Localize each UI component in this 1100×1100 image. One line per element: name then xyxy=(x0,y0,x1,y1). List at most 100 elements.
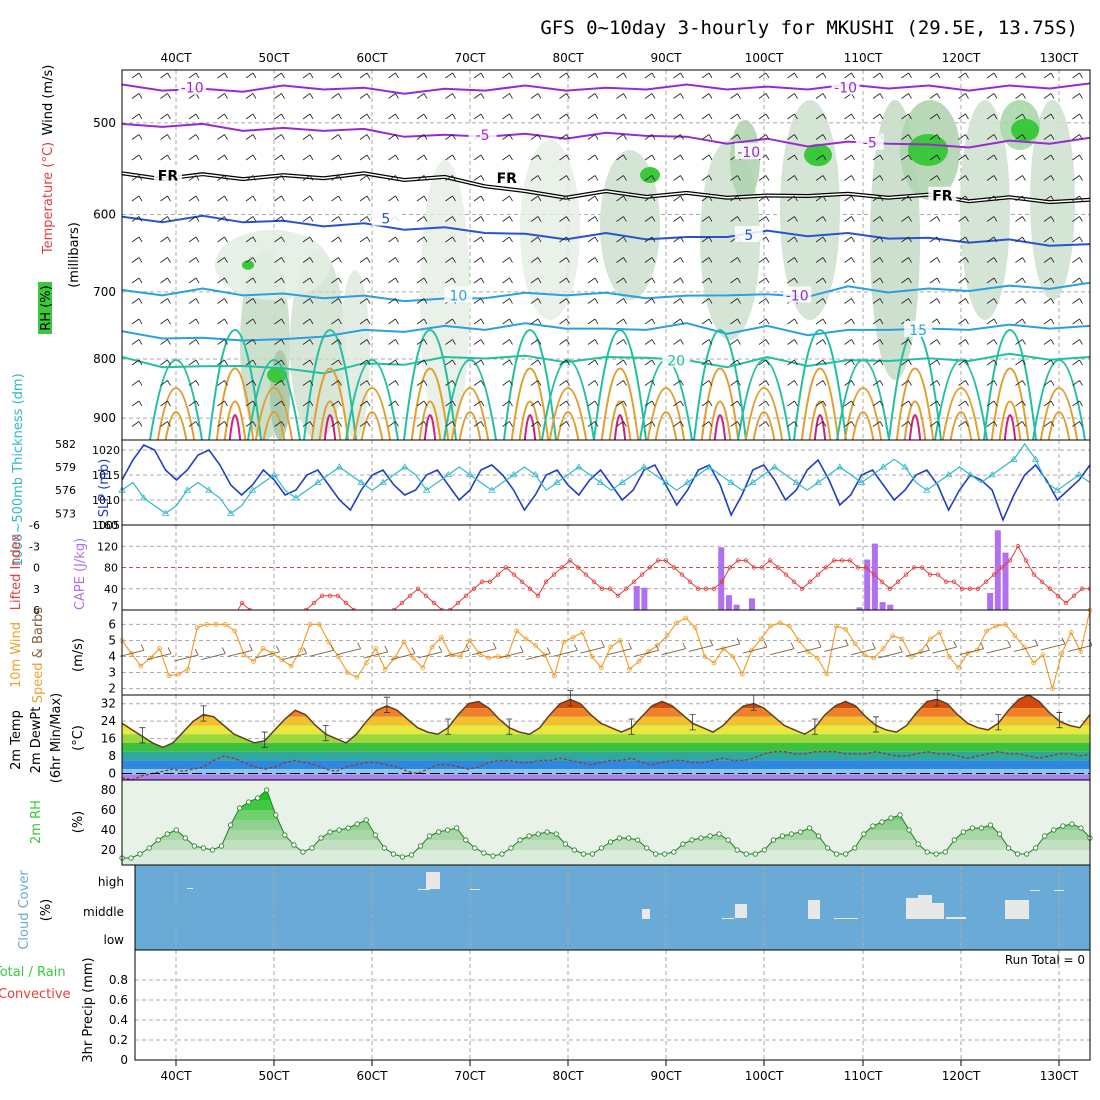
wind-barb xyxy=(131,277,143,284)
contour-label: FR xyxy=(497,171,518,187)
x-tick-label-top: 50CT xyxy=(259,51,291,65)
wind-barb xyxy=(901,380,912,386)
surface-wind-barb xyxy=(553,644,578,657)
x-tick-label-top: 90CT xyxy=(651,51,683,65)
contour-label-bg xyxy=(444,286,473,303)
wind-barb xyxy=(1015,380,1026,386)
wind-barb xyxy=(416,195,428,202)
dewpoint-2m-line xyxy=(121,750,1091,781)
wind-barb xyxy=(331,400,342,407)
wind-barb xyxy=(473,72,485,79)
cloud-bar xyxy=(418,889,430,890)
wind-barb xyxy=(502,380,513,386)
wind-barb xyxy=(331,72,342,79)
surface-wind-barb xyxy=(119,644,145,657)
wind-speed-marker xyxy=(636,658,642,664)
lifted-index-marker xyxy=(479,579,485,584)
wind-barb xyxy=(530,277,542,284)
surface-wind-barb xyxy=(363,645,389,659)
wind-barb xyxy=(587,380,599,386)
wind-barb xyxy=(416,134,428,140)
wind-barb xyxy=(331,195,342,202)
wind-barb xyxy=(245,400,257,407)
wind-barb xyxy=(872,339,884,345)
wind-barb xyxy=(701,318,713,325)
lifted-index-marker xyxy=(455,600,461,606)
wind-barb xyxy=(986,134,998,140)
wind-barb xyxy=(673,236,684,243)
wind-speed-marker xyxy=(683,615,689,621)
wind-speed-marker xyxy=(833,623,839,629)
wind-speed-marker xyxy=(166,673,172,679)
wind-barb xyxy=(331,380,342,386)
wind-barb xyxy=(359,175,371,181)
wind-speed-marker xyxy=(890,633,896,639)
lifted-index-axis-label: Lifted Index xyxy=(9,533,24,610)
wind-barb xyxy=(274,195,285,202)
wind-barb xyxy=(331,216,342,222)
wind-barb xyxy=(787,277,798,284)
wind-barb xyxy=(587,195,599,202)
wind-barb xyxy=(131,216,143,222)
wind-barb xyxy=(673,113,684,120)
x-tick-label-bottom: 50CT xyxy=(259,1069,291,1083)
wind-barb xyxy=(388,298,399,304)
wind-barb xyxy=(815,277,827,284)
lifted-index-marker xyxy=(1039,579,1045,584)
rh-2m-marker xyxy=(553,831,559,837)
wind-tick-label: 2 xyxy=(108,682,116,696)
wind-barb xyxy=(844,72,855,79)
wind-barb xyxy=(302,400,314,407)
wind-barb xyxy=(701,154,713,161)
wind-barb xyxy=(872,216,884,222)
wind-barb xyxy=(1015,400,1026,407)
wind-barb xyxy=(673,93,684,99)
wind-barb xyxy=(131,298,143,304)
wind-barb xyxy=(473,154,485,161)
wind-barb xyxy=(1072,257,1083,263)
wind-barb xyxy=(1015,359,1026,366)
wind-barb xyxy=(1072,175,1083,181)
warm-lobe-contour xyxy=(1003,414,1017,440)
wind-barb xyxy=(245,195,257,202)
wind-barb xyxy=(644,93,656,99)
wind-barb xyxy=(530,216,542,222)
rh-2m-panel xyxy=(119,780,1093,865)
wind-barb xyxy=(644,175,656,181)
lifted-index-marker xyxy=(311,600,317,606)
rh-2m-marker xyxy=(1060,823,1066,829)
rh-2m-marker xyxy=(237,805,243,811)
wind-barb xyxy=(1015,318,1026,325)
cape-bar xyxy=(879,602,886,610)
wind-barb xyxy=(901,236,912,243)
temp-tick-label: 16 xyxy=(101,732,116,746)
wind-barb xyxy=(302,421,314,427)
wind-barb xyxy=(958,277,969,284)
wind-barb xyxy=(673,175,684,181)
temperature-legend-label: Temperature (°C) xyxy=(41,142,56,255)
rh-2m-marker xyxy=(164,831,170,837)
wind-barb xyxy=(958,318,969,325)
wind-barb xyxy=(302,277,314,284)
wind-barb xyxy=(131,400,143,407)
x-tick-label-bottom: 120CT xyxy=(942,1069,981,1083)
contour-label-bg xyxy=(371,209,400,226)
wind-barb xyxy=(616,154,627,161)
wind-speed-marker xyxy=(1050,686,1055,691)
rh-2m-marker xyxy=(137,851,143,857)
warm-lobe-contour xyxy=(450,387,490,440)
rh-2m-marker xyxy=(870,823,876,829)
wind-barb xyxy=(644,236,656,243)
wind-barb xyxy=(160,113,171,120)
wind-barb xyxy=(274,277,285,284)
wind-barb xyxy=(302,339,314,345)
wind-barb xyxy=(901,72,912,79)
wind-barb xyxy=(844,298,855,304)
wind-barb xyxy=(587,93,599,99)
thickness-marker xyxy=(466,470,474,478)
wind-barb xyxy=(416,359,428,366)
wind-speed-marker xyxy=(627,666,632,672)
wind-speed-marker xyxy=(758,636,764,642)
thickness-marker xyxy=(1053,486,1062,493)
wind-barb xyxy=(530,134,542,140)
